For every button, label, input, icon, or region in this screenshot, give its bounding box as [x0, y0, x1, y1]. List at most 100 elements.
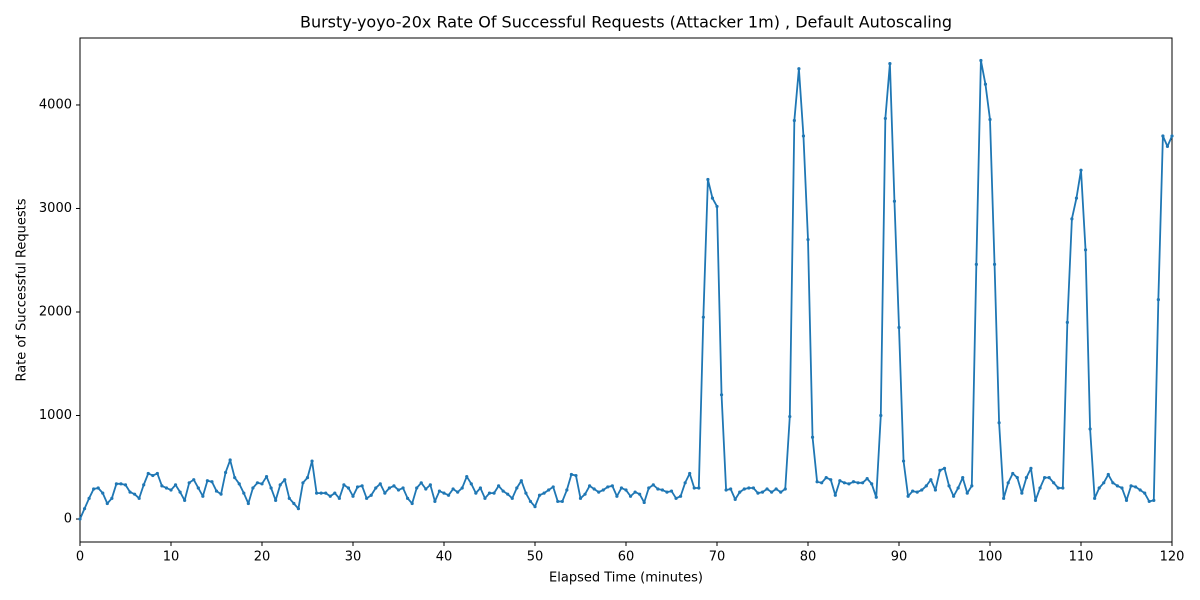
point [528, 499, 533, 504]
point [779, 490, 783, 494]
point [183, 498, 187, 502]
point [1074, 196, 1079, 200]
point [651, 483, 655, 487]
point [801, 134, 806, 138]
point [1056, 486, 1060, 490]
point [870, 482, 874, 486]
point [820, 481, 824, 485]
x-tick-label: 120 [1160, 550, 1185, 565]
point [897, 325, 901, 330]
point [628, 494, 633, 498]
point [501, 489, 505, 493]
point [719, 393, 724, 397]
point [101, 491, 105, 495]
point [701, 315, 705, 319]
point [1029, 466, 1033, 470]
point [237, 482, 241, 486]
point [929, 478, 933, 482]
point [228, 458, 232, 462]
x-tick-label: 30 [345, 550, 362, 565]
point [815, 480, 819, 484]
point [119, 482, 123, 486]
point [465, 474, 469, 479]
point [692, 486, 696, 490]
point [1161, 134, 1165, 138]
point [729, 487, 733, 491]
point [588, 484, 592, 488]
point [765, 487, 769, 491]
point [260, 482, 264, 486]
point [105, 501, 109, 506]
point [369, 493, 373, 497]
point [970, 484, 974, 488]
x-tick-label: 10 [163, 550, 180, 565]
point [783, 487, 787, 491]
point [342, 483, 346, 487]
point [615, 494, 619, 498]
y-tick-label: 0 [64, 512, 72, 527]
point [901, 459, 906, 463]
point [770, 490, 774, 494]
point [324, 491, 328, 495]
point [201, 494, 205, 498]
point [296, 507, 300, 511]
point [542, 491, 546, 495]
point [160, 484, 164, 488]
point [1156, 297, 1160, 302]
point [346, 486, 351, 490]
point [1011, 471, 1015, 476]
x-tick-label: 80 [800, 550, 817, 565]
point [110, 496, 114, 500]
point [524, 491, 528, 495]
point [669, 489, 674, 493]
point [742, 487, 746, 491]
point [892, 199, 897, 203]
point [1043, 476, 1047, 480]
point [137, 496, 141, 500]
point [315, 491, 319, 495]
point [251, 486, 255, 490]
point [255, 481, 260, 485]
point [1102, 481, 1106, 485]
point [865, 477, 869, 481]
point [442, 491, 446, 495]
point [1115, 484, 1119, 488]
point [606, 485, 610, 489]
point [337, 496, 341, 500]
point [556, 499, 560, 504]
point [810, 435, 815, 439]
point [874, 495, 878, 499]
point [210, 480, 214, 484]
point [851, 480, 856, 484]
point [406, 496, 410, 500]
point [915, 490, 919, 494]
point [824, 476, 828, 480]
x-tick-label: 70 [709, 550, 726, 565]
point [415, 486, 419, 490]
point [301, 481, 305, 485]
point [424, 487, 428, 491]
point [688, 471, 692, 476]
point [642, 500, 646, 505]
y-tick-label: 1000 [39, 408, 72, 423]
point [155, 471, 159, 476]
point [738, 490, 742, 494]
point [569, 472, 574, 477]
point [374, 486, 378, 490]
point [192, 478, 196, 482]
point [142, 483, 146, 487]
point [92, 487, 96, 491]
point [146, 471, 150, 476]
point [1120, 486, 1124, 490]
point [610, 484, 614, 488]
point [96, 486, 100, 490]
x-tick-label: 100 [978, 550, 1003, 565]
point [829, 478, 833, 482]
point [1047, 476, 1051, 480]
point [219, 492, 223, 496]
point [497, 484, 501, 488]
point [506, 492, 510, 496]
point [1143, 491, 1147, 495]
plot-frame [79, 37, 1173, 543]
point [952, 494, 956, 498]
